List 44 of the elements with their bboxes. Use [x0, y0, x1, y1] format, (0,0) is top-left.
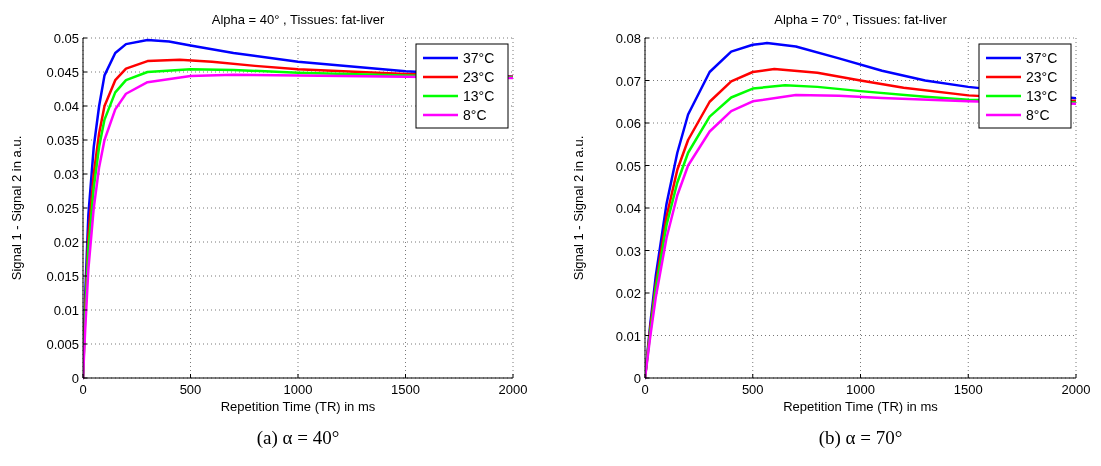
- y-tick-label: 0.035: [46, 133, 79, 148]
- text: (a) α = 40°: [256, 427, 340, 449]
- y-tick-label: 0.04: [53, 99, 79, 114]
- legend-label: 37°C: [463, 50, 495, 66]
- y-tick-label: 0.01: [53, 303, 79, 318]
- text: (b) α = 70°: [818, 427, 903, 449]
- y-tick-label: 0.05: [53, 31, 79, 46]
- y-tick-label: 0.02: [615, 286, 641, 301]
- chart-title: Alpha = 70° , Tissues: fat-liver: [774, 12, 948, 27]
- x-tick-label: 1000: [283, 382, 313, 397]
- y-tick-label: 0.005: [46, 337, 79, 352]
- y-tick-label: 0.03: [53, 167, 79, 182]
- legend-label: 23°C: [1026, 69, 1058, 85]
- x-axis-title: Repetition Time (TR) in ms: [220, 399, 376, 414]
- x-tick-label: 500: [179, 382, 202, 397]
- x-axis-title: Repetition Time (TR) in ms: [783, 399, 939, 414]
- y-tick-label: 0.01: [615, 328, 641, 344]
- y-axis-title: Signal 1 - Signal 2 in a.u.: [9, 135, 24, 281]
- y-tick-label: 0.05: [615, 158, 641, 174]
- x-tick-label: 2000: [1061, 382, 1091, 397]
- legend-label: 8°C: [1026, 107, 1050, 123]
- y-tick-label: 0.04: [615, 201, 641, 216]
- y-tick-label: 0.025: [46, 201, 79, 216]
- legend-label: 37°C: [1026, 50, 1058, 66]
- legend-label: 23°C: [463, 69, 495, 85]
- y-tick-label: 0.02: [53, 235, 79, 250]
- legend-label: 13°C: [463, 88, 495, 104]
- y-tick-label: 0.08: [615, 31, 641, 46]
- y-tick-label: 0.045: [46, 65, 79, 80]
- y-tick-label: 0.06: [615, 116, 641, 131]
- x-tick-label: 1000: [846, 382, 875, 397]
- y-tick-label: 0: [633, 371, 641, 386]
- chart-title: Alpha = 40° , Tissues: fat-liver: [211, 12, 385, 27]
- y-tick-label: 0.03: [615, 243, 641, 259]
- y-tick-label: 0: [71, 371, 79, 386]
- x-tick-label: 1500: [391, 382, 420, 397]
- legend-label: 8°C: [463, 107, 487, 123]
- y-tick-label: 0.015: [46, 269, 79, 284]
- legend-label: 13°C: [1026, 88, 1058, 104]
- y-axis-title: Signal 1 - Signal 2 in a.u.: [571, 135, 586, 281]
- x-tick-label: 1500: [953, 382, 983, 397]
- x-tick-label: 2000: [498, 382, 528, 397]
- y-tick-label: 0.07: [615, 73, 641, 89]
- x-tick-label: 500: [741, 382, 764, 397]
